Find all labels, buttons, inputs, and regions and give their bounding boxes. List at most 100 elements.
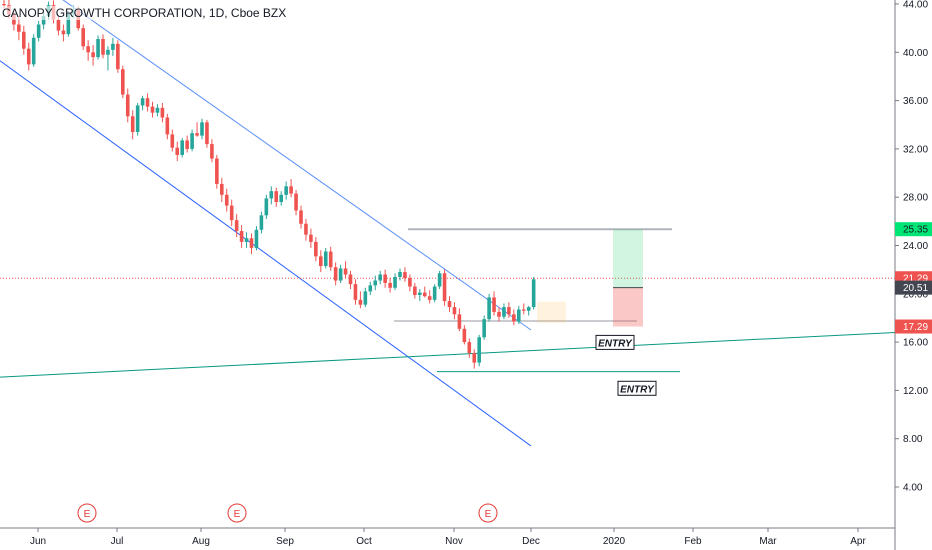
channel-lower-line	[0, 60, 532, 447]
candle-body	[200, 122, 204, 136]
candle	[328, 246, 333, 271]
candle-body	[363, 291, 368, 305]
time-tick-label: Apr	[850, 536, 866, 547]
candle-body	[215, 158, 219, 184]
candle	[274, 187, 279, 207]
candle-body	[2, 4, 6, 6]
long-position-profit-zone	[613, 229, 643, 288]
price-tick-label: 20.00	[903, 289, 928, 300]
time-tick-label: Dec	[522, 536, 540, 547]
candle	[358, 291, 363, 309]
candle	[492, 291, 496, 316]
candle-body	[125, 94, 130, 117]
candle	[254, 226, 259, 251]
candle	[319, 250, 323, 273]
candle-body	[41, 16, 46, 25]
candle-body	[86, 46, 90, 53]
candle	[135, 103, 140, 136]
candle-body	[170, 134, 175, 148]
candle-body	[116, 43, 120, 70]
support-trend-line	[0, 331, 896, 378]
candle-body	[531, 279, 536, 308]
candle-body	[180, 140, 184, 155]
candle-body	[135, 105, 140, 132]
candle-body	[26, 48, 31, 65]
highlight-box	[537, 301, 566, 323]
price-label-text: 25.35	[903, 225, 928, 236]
candle	[403, 267, 407, 282]
candle	[180, 138, 184, 158]
candle	[17, 16, 21, 41]
candle-body	[22, 31, 26, 49]
candle-body	[220, 183, 224, 195]
candle	[333, 262, 338, 286]
entry-annotation: ENTRY	[617, 380, 657, 396]
candle	[314, 237, 318, 262]
candle-body	[437, 273, 442, 287]
candle	[398, 268, 402, 281]
candle	[205, 119, 209, 148]
candle-body	[284, 186, 288, 195]
candle	[388, 278, 392, 293]
candle	[383, 269, 387, 288]
earnings-marker-circle	[227, 503, 247, 523]
entry-annotation-box	[617, 380, 657, 396]
candle-body	[383, 274, 387, 283]
candle	[175, 141, 180, 161]
candle	[195, 122, 199, 137]
candle	[244, 232, 249, 248]
candle	[234, 214, 239, 238]
candle	[106, 46, 110, 71]
candle-body	[254, 229, 259, 248]
candle	[452, 302, 457, 320]
candle-body	[343, 268, 348, 275]
candle-body	[348, 274, 353, 285]
earnings-marker-circle	[77, 503, 97, 523]
price-label: 17.29	[895, 319, 932, 334]
candle-body	[403, 272, 407, 279]
candle-body	[106, 49, 110, 55]
time-tick-label: Mar	[759, 536, 777, 547]
candle-body	[432, 286, 437, 300]
candle	[521, 303, 526, 315]
candle-body	[229, 205, 234, 221]
candle	[249, 233, 254, 254]
candle	[259, 211, 264, 234]
candle	[309, 228, 313, 248]
candle-body	[368, 285, 373, 292]
candle	[422, 286, 427, 298]
candle	[437, 270, 442, 289]
candle	[353, 279, 358, 305]
price-tick-label: 8.00	[903, 434, 923, 445]
candle-body	[145, 98, 150, 107]
candle	[526, 305, 531, 316]
candle-body	[264, 198, 269, 216]
candle-body	[289, 186, 293, 194]
candle-body	[517, 309, 521, 322]
candle	[116, 40, 120, 73]
candle-body	[323, 251, 328, 267]
candle-body	[150, 106, 155, 113]
candle	[487, 293, 491, 322]
entry-annotation: ENTRY	[595, 334, 635, 350]
candle-body	[190, 133, 194, 149]
candle-body	[314, 241, 318, 257]
candle	[185, 135, 189, 153]
candle	[150, 101, 155, 118]
candle-body	[66, 13, 71, 35]
price-tick-label: 44.00	[903, 0, 928, 11]
candle	[472, 349, 477, 369]
candle	[467, 338, 472, 358]
price-label-text: 21.29	[903, 274, 928, 285]
candle	[442, 269, 447, 306]
candle	[497, 307, 501, 322]
candle-body	[165, 117, 170, 135]
candle	[229, 199, 234, 227]
candle	[96, 35, 100, 60]
candle	[348, 270, 353, 289]
candle-body	[358, 299, 363, 305]
candle-body	[408, 278, 412, 287]
entry-annotation-label: ENTRY	[598, 338, 633, 349]
